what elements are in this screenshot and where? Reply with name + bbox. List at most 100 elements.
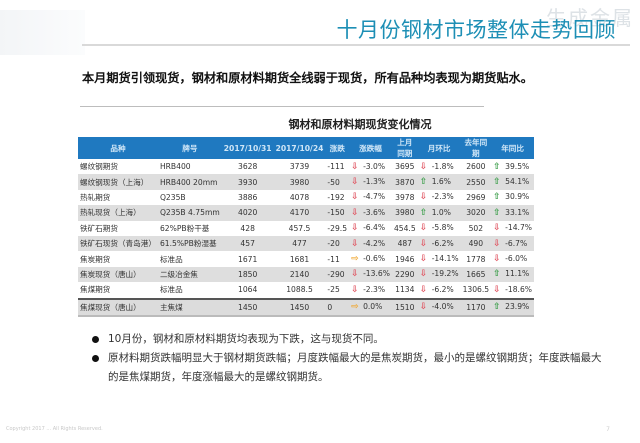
cell-last-month: 1946 [395, 254, 415, 264]
arrow-right-icon: ⇨ [351, 302, 359, 313]
cell-price-1024: 477 [273, 235, 326, 252]
cell-grade: 主焦煤 [157, 297, 222, 317]
cell-change-pct-value: -0.6% [363, 254, 386, 264]
cell-product: 螺纹钢期货 [80, 162, 118, 172]
cell-yoy-value: -6.0% [505, 254, 528, 264]
header-date-1024: 2017/10/24 [273, 137, 326, 159]
cell-change-pct-value: -3.0% [363, 161, 386, 171]
price-change-table: 品种 牌号 2017/10/31 2017/10/24 涨跌 涨跌幅 上月同期 … [78, 137, 535, 317]
header-date-1031: 2017/10/31 [221, 137, 274, 159]
header-last-year: 去年同期 [460, 137, 492, 159]
cell-grade: 62%PB粉干基 [159, 223, 210, 233]
cell-yoy: ⇧ 54.1% [491, 174, 535, 190]
cell-last-year: 490 [460, 235, 492, 252]
arrow-down-icon: ⇩ [351, 238, 359, 249]
cell-mom: ⇩ -2.3% [418, 190, 461, 205]
cell-price-1024: 2140 [273, 266, 326, 283]
bullet-item: 原材料期货跌幅明显大于钢材期货跌幅；月度跌幅最大的是焦炭期货，最小的是螺纹钢期货… [88, 349, 608, 387]
cell-last-year: 2600 [466, 162, 486, 172]
arrow-down-icon: ⇩ [351, 284, 359, 295]
table-row: 焦煤现货（唐山） 主焦煤 1450 1450 0 ⇨ 0.0% 1510 ⇩ -4.0% 1170 ⇧… [78, 297, 535, 317]
cell-last-month: 3978 [395, 192, 415, 202]
cell-yoy-value: 11.1% [505, 269, 530, 279]
cell-yoy: ⇧ 30.9% [491, 190, 534, 205]
cell-change: -11 [327, 254, 340, 264]
cell-yoy-value: 33.1% [505, 207, 530, 217]
arrow-down-icon: ⇩ [493, 223, 501, 234]
cell-mom: ⇩ -4.0% [417, 297, 461, 317]
cell-price-1031: 3886 [238, 192, 258, 202]
arrow-down-icon: ⇩ [351, 207, 359, 218]
cell-change-pct-value: -6.4% [363, 223, 386, 233]
arrow-down-icon: ⇩ [351, 223, 359, 234]
copyright-footer: Copyright 2017 ... All Rights Reserved. [6, 426, 103, 432]
bullet-text: 原材料期货跌幅明显大于钢材期货跌幅；月度跌幅最大的是焦炭期货，最小的是螺纹钢期货… [108, 352, 602, 383]
cell-change: -29.5 [327, 223, 348, 233]
table-row: 热轧期货 Q235B 3886 4078 -192 ⇩ -4.7% 3978 ⇩ -2.3% 296… [78, 190, 534, 205]
cell-change-pct: ⇩ -4.7% [349, 190, 392, 205]
cell-change-pct: ⇨ 0.0% [349, 297, 392, 317]
cell-change-pct: ⇩ -6.4% [349, 221, 392, 236]
cell-grade: Q235B 4.75mm [157, 205, 222, 221]
bullet-dot-icon [92, 355, 99, 362]
arrow-up-icon: ⇧ [419, 207, 428, 218]
cell-price-1031: 3930 [221, 174, 274, 190]
cell-price-1031: 3628 [238, 162, 258, 172]
cell-yoy: ⇩ -18.6% [491, 282, 534, 298]
headline: 本月期货引领现货，钢材和原材料期货全线弱于现货，所有品种均表现为期货贴水。 [82, 71, 533, 85]
cell-product: 焦炭期货 [80, 254, 111, 264]
slide-title: 十月份钢材市场整体走势回顾 [336, 18, 616, 42]
cell-change-pct-value: -1.3% [363, 177, 386, 187]
table-row: 焦炭期货 标准品 1671 1681 -11 ⇨ -0.6% 1946 ⇩ -14.1% 1778 ⇩… [78, 251, 534, 266]
cell-last-month: 3695 [395, 162, 415, 172]
cell-change-pct: ⇩ -2.3% [349, 282, 392, 298]
arrow-down-icon: ⇩ [419, 192, 428, 203]
arrow-down-icon: ⇩ [419, 223, 428, 234]
cell-last-month: 487 [391, 235, 418, 252]
arrow-down-icon: ⇩ [351, 269, 359, 280]
cell-mom: ⇩ -5.8% [418, 221, 461, 236]
cell-mom: ⇩ -1.8% [418, 159, 461, 174]
cell-product: 焦煤期货 [80, 285, 111, 295]
arrow-up-icon: ⇧ [493, 192, 501, 203]
cell-yoy-value: 39.5% [505, 161, 530, 171]
cell-yoy: ⇧ 39.5% [491, 159, 534, 174]
cell-change: -150 [325, 205, 350, 221]
header-grade: 牌号 [157, 137, 222, 159]
cell-product: 热轧现货（上海） [78, 205, 158, 221]
cell-change: -20 [325, 235, 350, 252]
cell-change: -290 [325, 266, 350, 283]
cell-change-pct-value: -4.2% [363, 238, 386, 248]
cell-mom-value: -4.0% [431, 302, 454, 312]
arrow-down-icon: ⇩ [493, 238, 501, 249]
cell-price-1024: 1450 [273, 297, 326, 317]
header-mom: 月环比 [417, 137, 461, 159]
cell-price-1024: 4078 [289, 192, 310, 202]
cell-price-1031: 457 [221, 235, 274, 252]
arrow-down-icon: ⇩ [419, 161, 428, 172]
cell-last-year: 1665 [460, 266, 492, 283]
cell-yoy-value: 30.9% [505, 192, 530, 202]
cell-price-1024: 4170 [273, 205, 326, 221]
cell-change-pct: ⇩ -13.6% [349, 266, 392, 283]
cell-last-year: 2969 [466, 192, 486, 202]
cell-yoy-value: 23.9% [505, 302, 530, 312]
cell-yoy-value: -14.7% [505, 223, 533, 233]
cell-last-year: 1778 [466, 254, 486, 264]
arrow-down-icon: ⇩ [351, 161, 359, 172]
table-header-row: 品种 牌号 2017/10/31 2017/10/24 涨跌 涨跌幅 上月同期 … [78, 137, 535, 159]
cell-grade: HRB400 20mm [157, 174, 222, 190]
cell-yoy: ⇩ -6.7% [491, 235, 535, 252]
cell-product: 焦炭现货（唐山） [78, 266, 158, 283]
header-change: 涨跌 [325, 137, 350, 159]
table-row: 铁矿石现货（青岛港） 61.5%PB粉湿基 457 477 -20 ⇩ -4.2% 487 ⇩ -… [78, 235, 535, 252]
arrow-down-icon: ⇩ [351, 192, 359, 203]
cell-product: 螺纹钢现货（上海） [78, 174, 158, 190]
cell-price-1031: 1671 [238, 254, 258, 264]
header-last-month: 上月同期 [391, 137, 418, 159]
cell-change-pct: ⇩ -3.6% [349, 205, 392, 221]
cell-yoy: ⇧ 33.1% [491, 205, 535, 221]
cell-last-year: 3020 [460, 205, 492, 221]
cell-mom-value: -19.2% [431, 269, 459, 279]
summary-bullets: 10月份，钢材和原材料期货均表现为下跌，这与现货不同。 原材料期货跌幅明显大于钢… [88, 330, 608, 387]
